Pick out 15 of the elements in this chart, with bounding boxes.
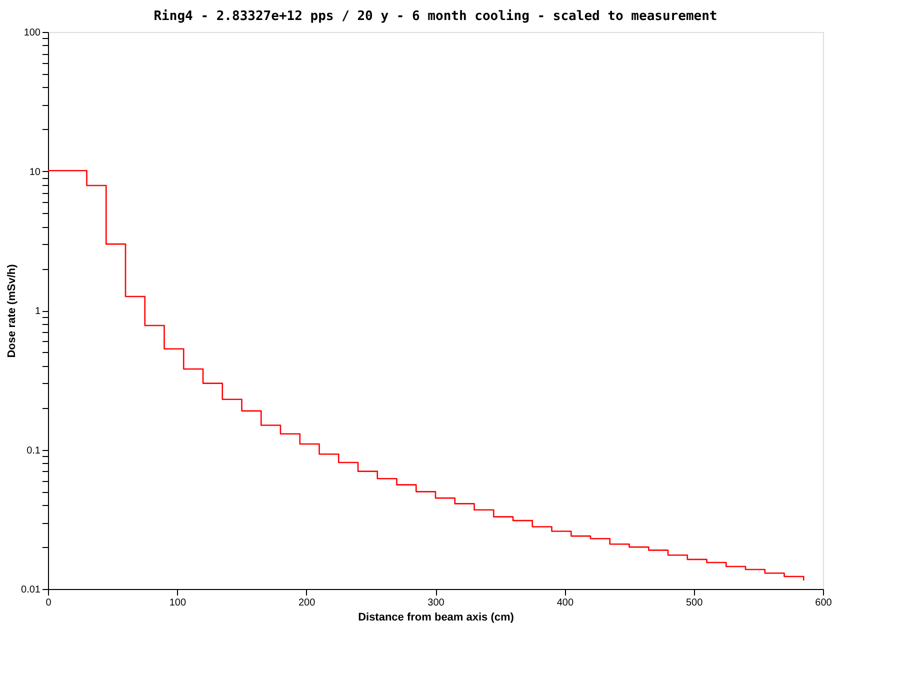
y-tick-label: 10 bbox=[29, 166, 41, 178]
x-tick-label: 400 bbox=[556, 598, 574, 608]
x-tick-label: 500 bbox=[686, 598, 704, 608]
x-tick-label: 100 bbox=[169, 598, 186, 608]
x-tick-label: 0 bbox=[46, 598, 52, 608]
x-tick-label: 300 bbox=[428, 598, 445, 608]
x-tick-label: 200 bbox=[298, 598, 316, 608]
y-tick-label: 0.1 bbox=[26, 445, 41, 456]
y-axis-title: Dose rate (mSv/h) bbox=[6, 264, 18, 358]
y-tick-label: 1 bbox=[34, 306, 41, 317]
x-tick-label: 600 bbox=[815, 598, 832, 608]
y-tick-label: 100 bbox=[24, 28, 41, 38]
y-tick-label: 0.01 bbox=[21, 584, 41, 596]
x-axis-title: Distance from beam axis (cm) bbox=[358, 612, 514, 624]
chart-title: Ring4 - 2.83327e+12 pps / 20 y - 6 month cooling - scaled to measurement bbox=[154, 9, 718, 24]
